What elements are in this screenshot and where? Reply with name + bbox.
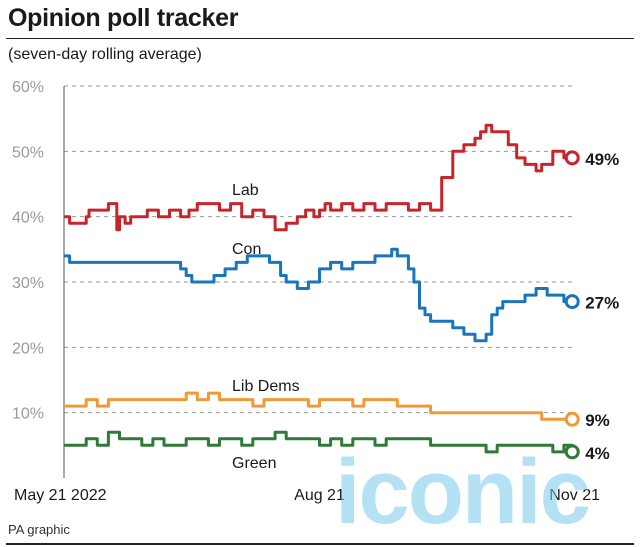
series-inline-label: Lab (232, 182, 259, 199)
y-tick-label: 50% (12, 144, 44, 161)
series-end-label: 9% (585, 411, 610, 430)
series-line-con (64, 247, 573, 343)
x-tick-label: May 21 2022 (14, 487, 107, 504)
series-end-label: 4% (585, 444, 610, 463)
series-end-marker (564, 294, 580, 310)
title-divider (6, 38, 634, 39)
series-line-green (64, 430, 574, 454)
series-end-label: 49% (585, 150, 619, 169)
series-inline-label: Green (232, 455, 276, 472)
series-inline-label: Con (232, 241, 261, 258)
watermark-logo: iconic (335, 441, 591, 543)
series-line-lib-dems (64, 391, 573, 421)
series-end-marker (564, 444, 580, 460)
y-tick-label: 40% (12, 210, 44, 227)
y-tick-label: 30% (12, 275, 44, 292)
y-tick-label: 10% (12, 406, 44, 423)
y-tick-label: 60% (12, 79, 44, 96)
x-tick-label: Nov 21 (549, 487, 600, 504)
footer-divider (6, 543, 634, 545)
y-tick-label: 20% (12, 340, 44, 357)
series-line-lab (64, 123, 573, 232)
series-inline-label: Lib Dems (232, 378, 300, 395)
page-title: Opinion poll tracker (8, 4, 239, 32)
series-end-label: 27% (585, 294, 619, 313)
series-end-marker (564, 411, 580, 427)
x-tick-label: Aug 21 (294, 487, 345, 504)
graphic-credit: PA graphic (8, 522, 70, 537)
page-subtitle: (seven-day rolling average) (8, 46, 202, 63)
series-end-marker (564, 150, 580, 166)
